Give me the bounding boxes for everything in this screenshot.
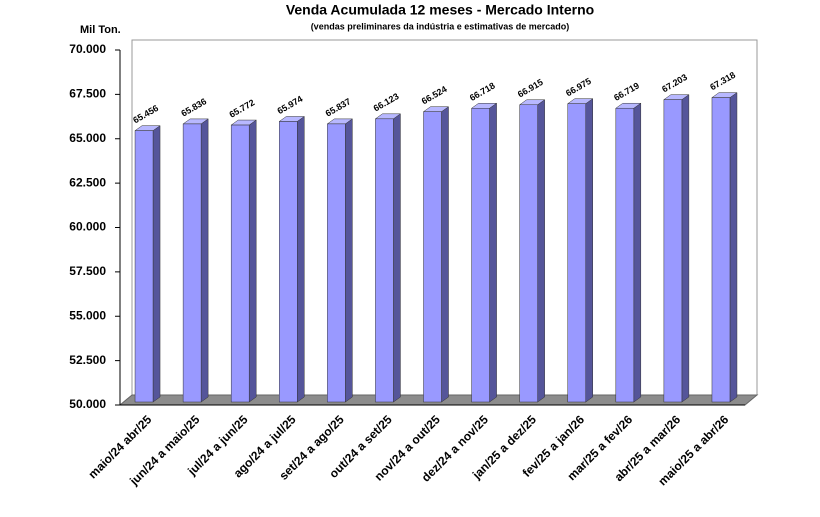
bar-side [585,98,593,403]
bar-side [248,119,257,403]
y-tick-label: 60.000 [69,220,106,234]
y-tick-label: 70.000 [69,42,106,56]
bar [375,118,394,403]
y-tick-label: 55.000 [69,308,106,322]
bar [230,124,250,403]
bar [134,130,154,403]
bar [663,99,683,403]
bar [182,123,202,403]
y-tick-label: 65.000 [69,131,106,145]
bar [567,103,586,403]
bar-side [729,92,738,403]
bar [327,123,346,403]
bar-side [681,94,690,403]
bar [423,111,442,403]
bar [471,108,490,403]
y-tick-label: 50.000 [69,397,106,411]
bar-side [633,102,642,403]
bar [519,104,538,403]
chart-title: Venda Acumulada 12 meses - Mercado Inter… [286,2,594,18]
bar-side [489,102,497,403]
chart-subtitle: (vendas preliminares da indústria e esti… [311,21,570,31]
bar-side [152,125,161,403]
y-tick-label: 62.500 [69,175,106,189]
bar [279,121,298,403]
bar-side [345,118,353,403]
bar-side [297,115,305,403]
y-tick-label: 67.500 [69,87,106,101]
y-tick-label: 57.500 [69,264,106,278]
bar-side [441,106,449,403]
bar-side [200,118,209,403]
y-tick-label: 52.500 [69,353,106,367]
bar-side [537,99,545,403]
y-axis-label: Mil Ton. [80,24,121,36]
bar-side [393,113,401,403]
bar [711,97,731,403]
bar [615,107,635,403]
